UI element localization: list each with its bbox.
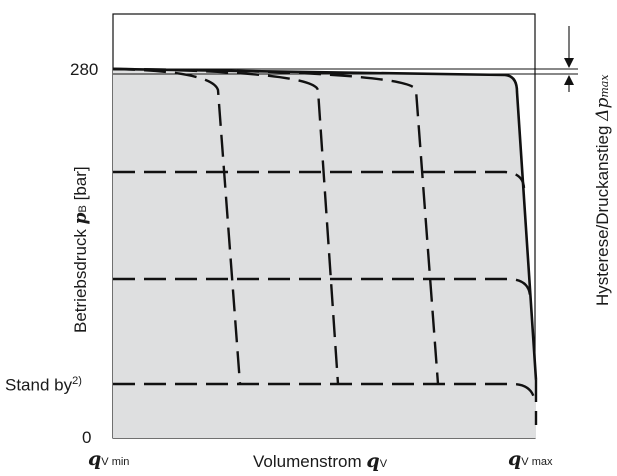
y-tick-zero: 0 [82,428,92,447]
y-axis-title-text: Betriebsdruck [71,224,90,333]
hysteresis-label-text: Hysterese/Druckanstieg [593,120,612,306]
max-curve [112,67,538,381]
x-tick-max: qV max [508,450,552,469]
dashed-horizontal-1 [113,170,526,189]
hysteresis-label: Hysterese/Druckanstieg Δpmax [593,74,613,306]
dashed-horizontal-2 [113,277,532,297]
x-tick-min: qV min [88,450,129,469]
x-axis-title-symbol: q [366,450,380,472]
dashed-horizontal-3 [113,382,537,405]
x-tick-min-symbol: q [88,448,102,470]
y-tick-standby-sup: 2) [72,375,82,387]
x-tick-max-subscript: V max [521,456,553,468]
hysteresis-arrow-up [564,75,574,85]
y-tick-standby: Stand by2) [5,376,82,394]
x-axis-title-text: Volumenstrom [253,452,367,471]
y-axis-title-subscript: B [77,205,89,213]
x-tick-max-symbol: q [508,448,522,470]
y-axis-title-symbol: p [71,212,91,225]
operating-area [113,69,536,438]
y-axis-title-unit: [bar] [71,166,90,206]
y-axis-title: Betriebsdruck pB [bar] [71,166,91,333]
hysteresis-label-symbol: Δp [593,97,613,121]
hysteresis-label-subscript: max [598,74,611,98]
dashed-vertical-3 [112,67,440,385]
y-tick-280: 280 [70,60,99,79]
hysteresis-arrow-down [564,58,574,68]
dashed-vertical-1 [112,67,242,385]
y-tick-standby-text: Stand by [5,375,73,395]
x-axis-title: Volumenstrom qV [253,452,387,471]
x-tick-min-subscript: V min [101,456,130,468]
x-axis-title-subscript: V [379,458,388,470]
